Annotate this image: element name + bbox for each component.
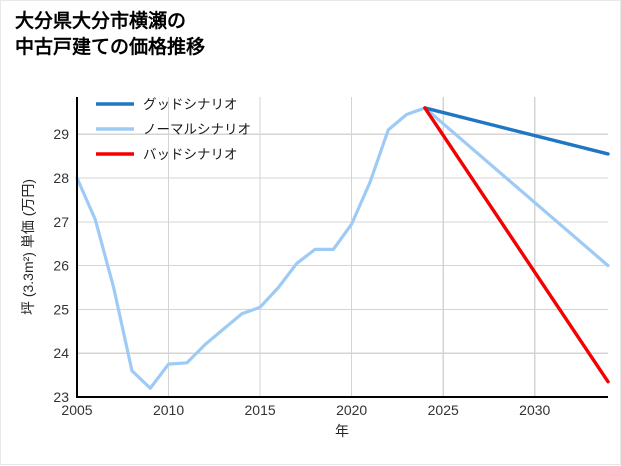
x-tick-label: 2020 <box>336 402 367 418</box>
y-tick-label: 25 <box>53 301 69 317</box>
x-tick-labels: 2005 2010 2015 2020 2025 2030 <box>61 402 550 418</box>
series-line-バッドシナリオ <box>423 106 610 384</box>
x-tick-label: 2025 <box>428 402 459 418</box>
series-lines <box>75 106 610 390</box>
y-tick-label: 23 <box>53 389 69 405</box>
legend-label: ノーマルシナリオ <box>143 122 251 137</box>
y-axis-title: 坪 (3.3m²) 単価 (万円) <box>20 179 36 315</box>
y-tick-label: 24 <box>53 345 69 361</box>
y-tick-label: 27 <box>53 214 69 230</box>
x-tick-label: 2010 <box>153 402 184 418</box>
y-tick-label: 29 <box>53 126 69 142</box>
legend-label: バッドシナリオ <box>143 147 238 162</box>
y-tick-label: 26 <box>53 258 69 274</box>
x-tick-label: 2030 <box>519 402 550 418</box>
x-axis-title: 年 <box>335 423 349 439</box>
series-line-ノーマルシナリオ <box>75 106 610 390</box>
y-tick-labels: 23 24 25 26 27 28 29 <box>53 126 69 405</box>
gridlines <box>76 97 608 398</box>
axis-spines <box>75 97 608 399</box>
page-title: 大分県大分市横瀬の 中古戸建ての価格推移 <box>15 11 206 58</box>
x-tick-label: 2005 <box>61 402 92 418</box>
x-tick-label: 2015 <box>245 402 276 418</box>
legend-label: グッドシナリオ <box>143 97 238 112</box>
series-line-グッドシナリオ <box>423 106 610 156</box>
y-tick-label: 28 <box>53 170 69 186</box>
